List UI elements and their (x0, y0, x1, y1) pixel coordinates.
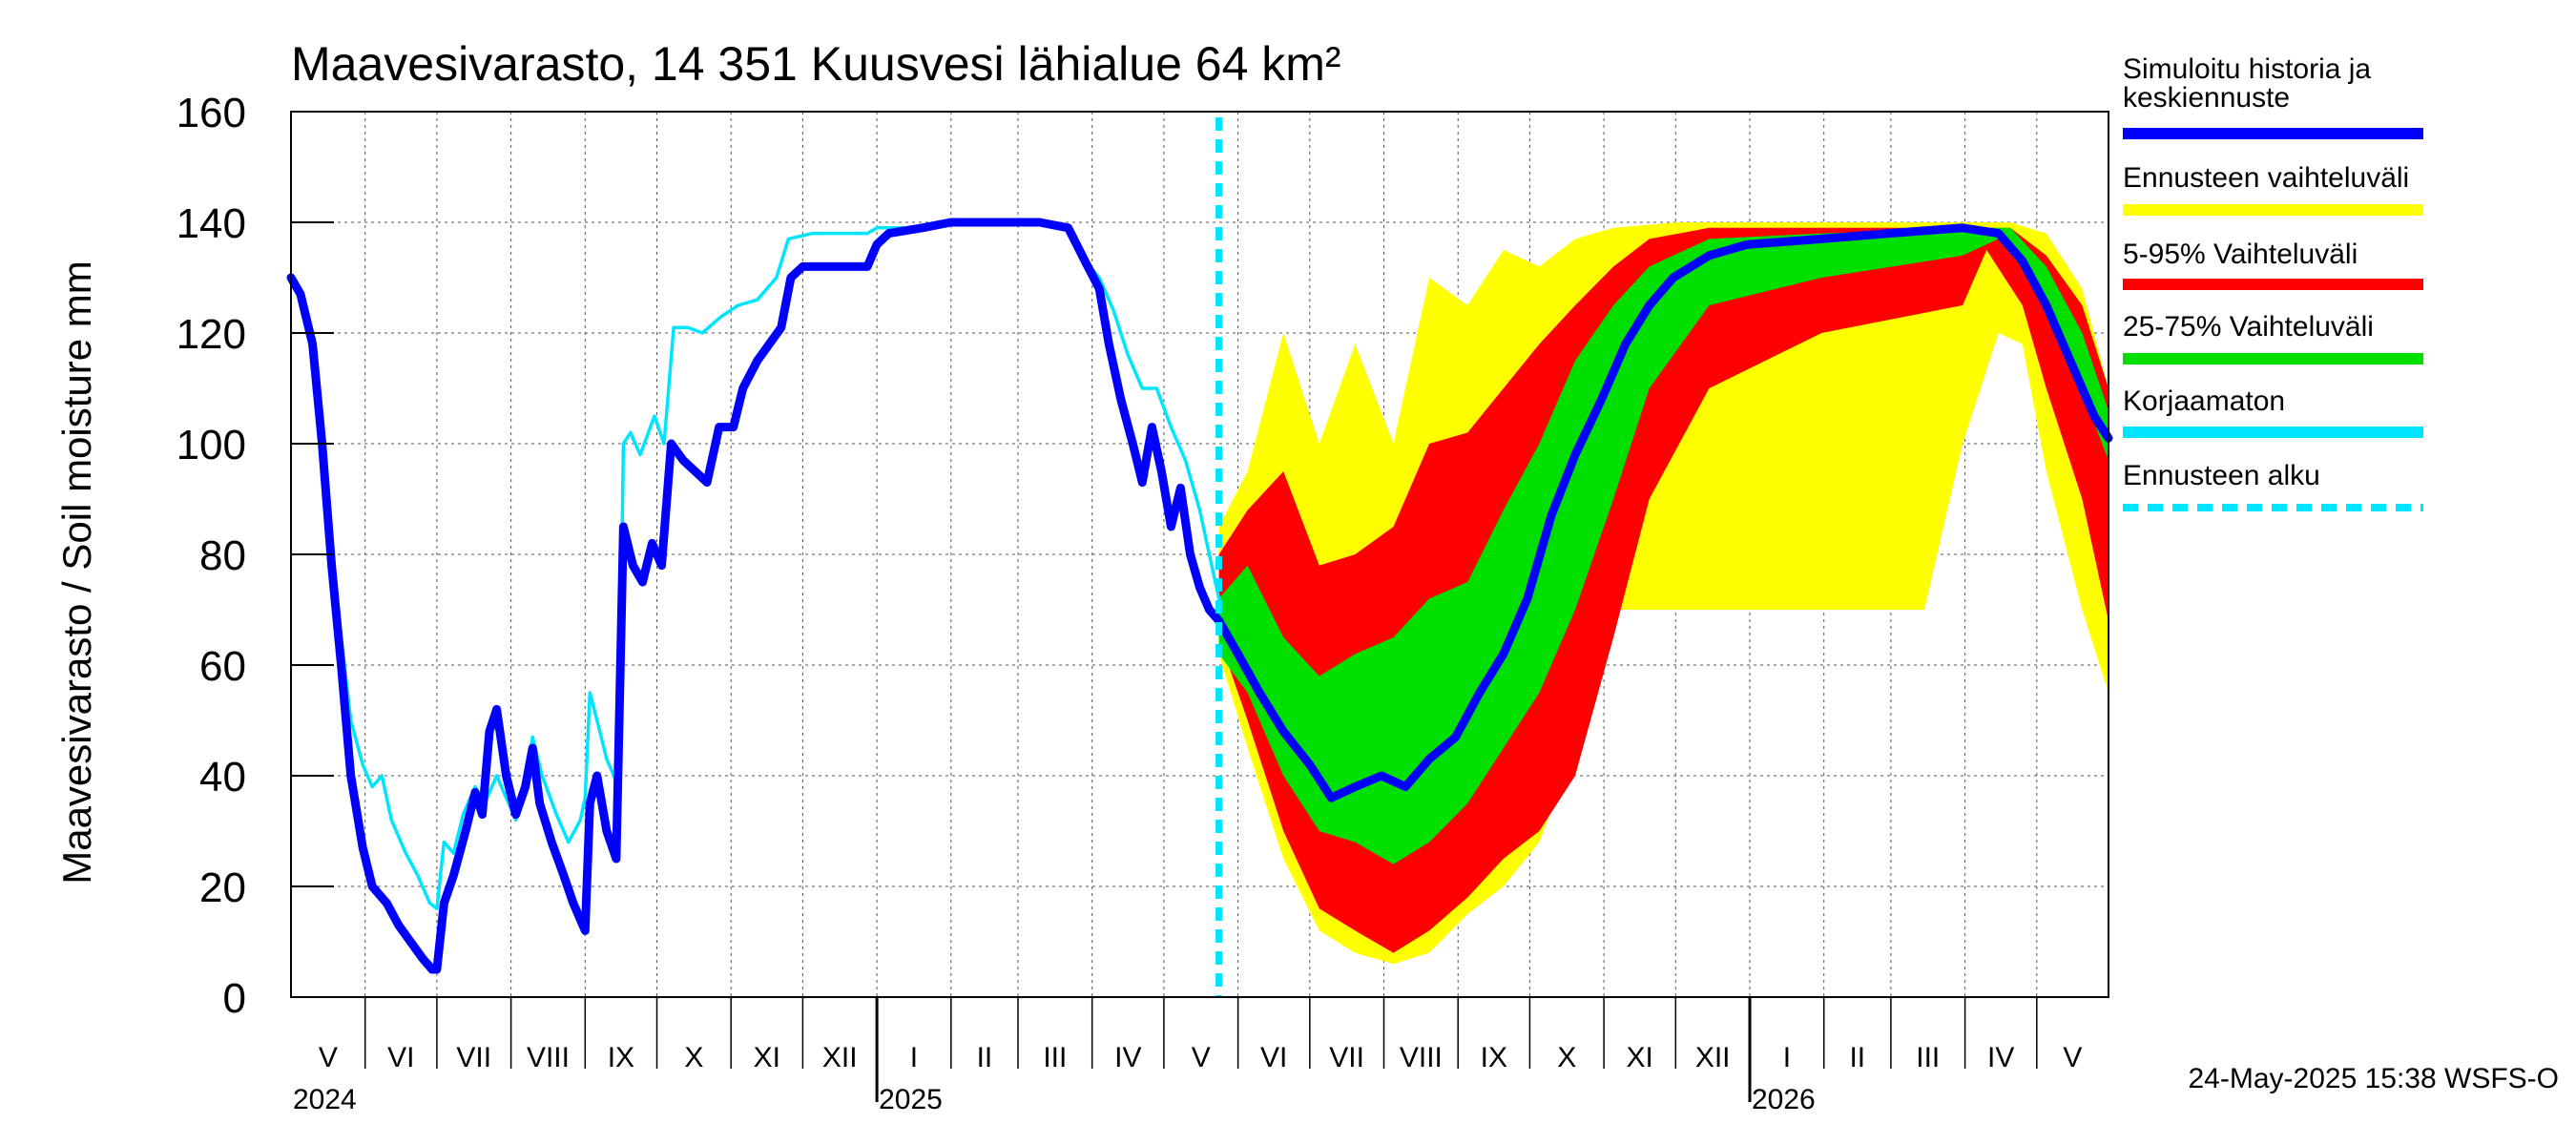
legend-label: Ennusteen alku (2123, 460, 2320, 491)
x-month-label: VII (456, 1042, 491, 1073)
x-month-label: VII (1329, 1042, 1364, 1073)
y-tick-label: 160 (177, 90, 246, 136)
series-line-uncorrected (289, 220, 1221, 910)
x-month-label: I (910, 1042, 918, 1073)
legend-label: Korjaamaton (2123, 385, 2285, 417)
y-tick-label: 140 (177, 200, 246, 247)
x-month-label: II (977, 1042, 993, 1073)
chart-title: Maavesivarasto, 14 351 Kuusvesi lähialue… (291, 37, 1341, 91)
x-month-label: V (2063, 1042, 2082, 1073)
x-year-label: 2025 (879, 1084, 943, 1115)
x-year-label: 2024 (293, 1084, 357, 1115)
x-month-label: XI (754, 1042, 780, 1073)
x-month-label: V (1192, 1042, 1211, 1073)
y-tick-label: 60 (199, 643, 246, 690)
legend-label: 25-75% Vaihteluväli (2123, 311, 2374, 343)
y-tick-label: 20 (199, 864, 246, 911)
x-month-label: IX (1481, 1042, 1507, 1073)
x-month-label: II (1849, 1042, 1865, 1073)
legend-label: 5-95% Vaihteluväli (2123, 239, 2358, 270)
y-tick-label: 120 (177, 311, 246, 358)
x-month-label: VI (1260, 1042, 1287, 1073)
x-month-label: III (1916, 1042, 1940, 1073)
x-month-label: III (1043, 1042, 1067, 1073)
x-month-label: V (319, 1042, 338, 1073)
series-line-simulated (286, 218, 2113, 974)
band-layer (1218, 222, 2109, 965)
y-tick-label: 80 (199, 532, 246, 579)
x-month-label: XII (822, 1042, 858, 1073)
x-month-label: IX (608, 1042, 634, 1073)
x-month-label: X (1557, 1042, 1576, 1073)
y-tick-label: 100 (177, 422, 246, 468)
x-month-label: XI (1627, 1042, 1653, 1073)
timestamp-footer: 24-May-2025 15:38 WSFS-O (2189, 1063, 2560, 1094)
legend-label: Simuloitu historia ja (2123, 53, 2371, 85)
legend-label: Ennusteen vaihteluväli (2123, 162, 2409, 194)
y-axis-label: Maavesivarasto / Soil moisture mm (54, 260, 99, 885)
x-month-label: VI (387, 1042, 414, 1073)
legend-label: keskiennuste (2123, 82, 2290, 114)
band-25-75-vaihteluv-li (1218, 227, 2109, 864)
x-year-label: 2026 (1752, 1084, 1816, 1115)
x-month-label: I (1783, 1042, 1791, 1073)
y-tick-label: 40 (199, 754, 246, 801)
x-month-label: VIII (1400, 1042, 1443, 1073)
x-month-label: X (684, 1042, 703, 1073)
line-layer (286, 218, 2113, 974)
x-month-label: IV (1987, 1042, 2014, 1073)
y-tick-label: 0 (223, 975, 246, 1022)
x-month-label: IV (1114, 1042, 1141, 1073)
x-month-label: VIII (527, 1042, 570, 1073)
x-month-label: XII (1695, 1042, 1731, 1073)
